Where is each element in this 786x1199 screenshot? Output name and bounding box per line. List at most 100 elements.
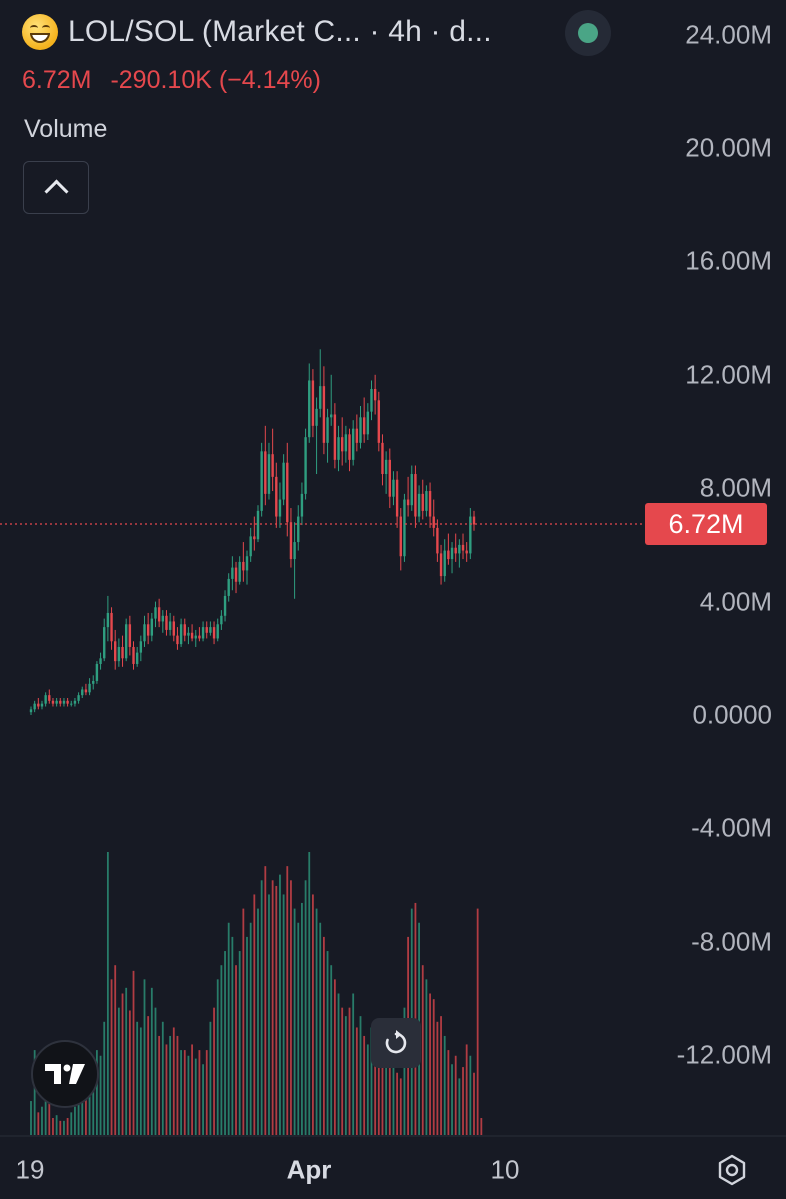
volume-bar	[480, 1118, 483, 1135]
volume-bar	[476, 908, 479, 1135]
candle-body	[256, 510, 260, 540]
candle-body	[194, 635, 197, 639]
volume-bar	[59, 1120, 62, 1135]
volume-bar	[81, 1078, 84, 1135]
volume-indicator-label[interactable]: Volume	[24, 115, 108, 143]
candle-body	[370, 388, 373, 412]
candle-body	[187, 632, 190, 636]
volume-bar	[282, 894, 285, 1135]
candlestick-series	[29, 349, 476, 715]
volume-bar	[238, 951, 241, 1135]
collapse-indicators-button[interactable]	[23, 161, 89, 214]
volume-bar	[41, 1106, 43, 1135]
candle-body	[454, 547, 457, 554]
volume-bar	[183, 1050, 186, 1135]
volume-series	[30, 852, 483, 1135]
volume-bar	[117, 1007, 120, 1135]
reset-rotate-icon	[385, 1030, 407, 1054]
candle-body	[150, 618, 154, 636]
gear-icon[interactable]	[714, 1152, 750, 1188]
volume-bar	[194, 1058, 197, 1135]
volume-bar	[286, 866, 289, 1135]
volume-bar	[125, 987, 128, 1135]
candle-body	[311, 380, 315, 426]
volume-bar	[180, 1050, 183, 1135]
candle-body	[275, 476, 278, 517]
volume-bar	[333, 979, 336, 1135]
candle-body	[443, 550, 446, 577]
price-change: -290.10K (−4.14%)	[110, 66, 321, 94]
price-axis-label: 4.00M	[699, 586, 772, 617]
candle-body	[322, 386, 326, 443]
volume-bar	[224, 951, 226, 1135]
volume-bar	[165, 1044, 168, 1135]
volume-bar	[246, 936, 248, 1135]
candle-body	[366, 411, 370, 435]
candle-body	[330, 414, 333, 418]
volume-bar	[341, 1007, 344, 1135]
candle-body	[99, 658, 102, 664]
candle-body	[59, 700, 62, 704]
candle-body	[92, 680, 95, 684]
candle-body	[447, 550, 450, 560]
volume-bar	[161, 1021, 164, 1135]
volume-bar	[143, 979, 146, 1135]
volume-bar	[385, 1064, 388, 1135]
market-status-indicator[interactable]	[565, 10, 611, 56]
volume-bar	[454, 1055, 457, 1135]
candle-body	[319, 386, 322, 409]
candle-body	[271, 454, 274, 477]
candle-body	[176, 635, 179, 645]
volume-bar	[77, 1089, 80, 1135]
candle-body	[143, 624, 146, 642]
volume-bar	[458, 1078, 461, 1135]
candle-body	[139, 641, 143, 653]
candle-body	[234, 567, 238, 582]
candle-body	[114, 641, 117, 662]
candle-body	[37, 703, 40, 707]
candle-body	[168, 621, 172, 630]
candle-body	[377, 400, 381, 443]
volume-bar	[44, 1084, 47, 1135]
volume-bar	[443, 1035, 446, 1135]
candle-body	[110, 612, 113, 642]
volume-bar	[220, 965, 223, 1135]
candle-body	[220, 615, 223, 625]
candle-body	[403, 499, 406, 557]
candle-body	[117, 646, 121, 662]
candle-body	[304, 437, 307, 494]
volume-bar	[440, 1016, 442, 1135]
volume-bar	[231, 936, 234, 1135]
volume-bar	[169, 1035, 172, 1135]
symbol-title[interactable]: LOL/SOL (Market C... · 4h · d...	[68, 15, 492, 48]
candle-body	[340, 437, 344, 452]
volume-bar	[473, 1072, 475, 1135]
volume-bar	[359, 1016, 362, 1135]
candle-body	[121, 646, 124, 659]
volume-bar	[191, 1044, 193, 1135]
candle-body	[308, 380, 311, 438]
candle-body	[33, 703, 36, 710]
reset-chart-button[interactable]	[371, 1018, 421, 1068]
candle-body	[421, 493, 424, 511]
candle-body	[417, 493, 421, 517]
symbol-header[interactable]: LOL/SOL (Market C... · 4h · d...	[22, 14, 492, 50]
price-axis-label: -8.00M	[691, 926, 772, 957]
volume-bar	[315, 908, 318, 1135]
candle-body	[165, 615, 168, 630]
volume-bar	[242, 908, 245, 1135]
volume-bar	[271, 880, 274, 1135]
candle-body	[414, 474, 417, 517]
volume-bar	[213, 1007, 215, 1135]
volume-bar	[158, 1035, 161, 1135]
last-price-label: 6.72M	[645, 503, 767, 545]
volume-bar	[55, 1115, 58, 1135]
candle-body	[399, 516, 402, 557]
candle-body	[66, 700, 69, 704]
candle-body	[300, 493, 304, 517]
volume-bar	[447, 1050, 450, 1135]
volume-bar	[268, 894, 270, 1135]
candle-body	[286, 462, 289, 523]
tradingview-logo[interactable]	[31, 1040, 99, 1108]
